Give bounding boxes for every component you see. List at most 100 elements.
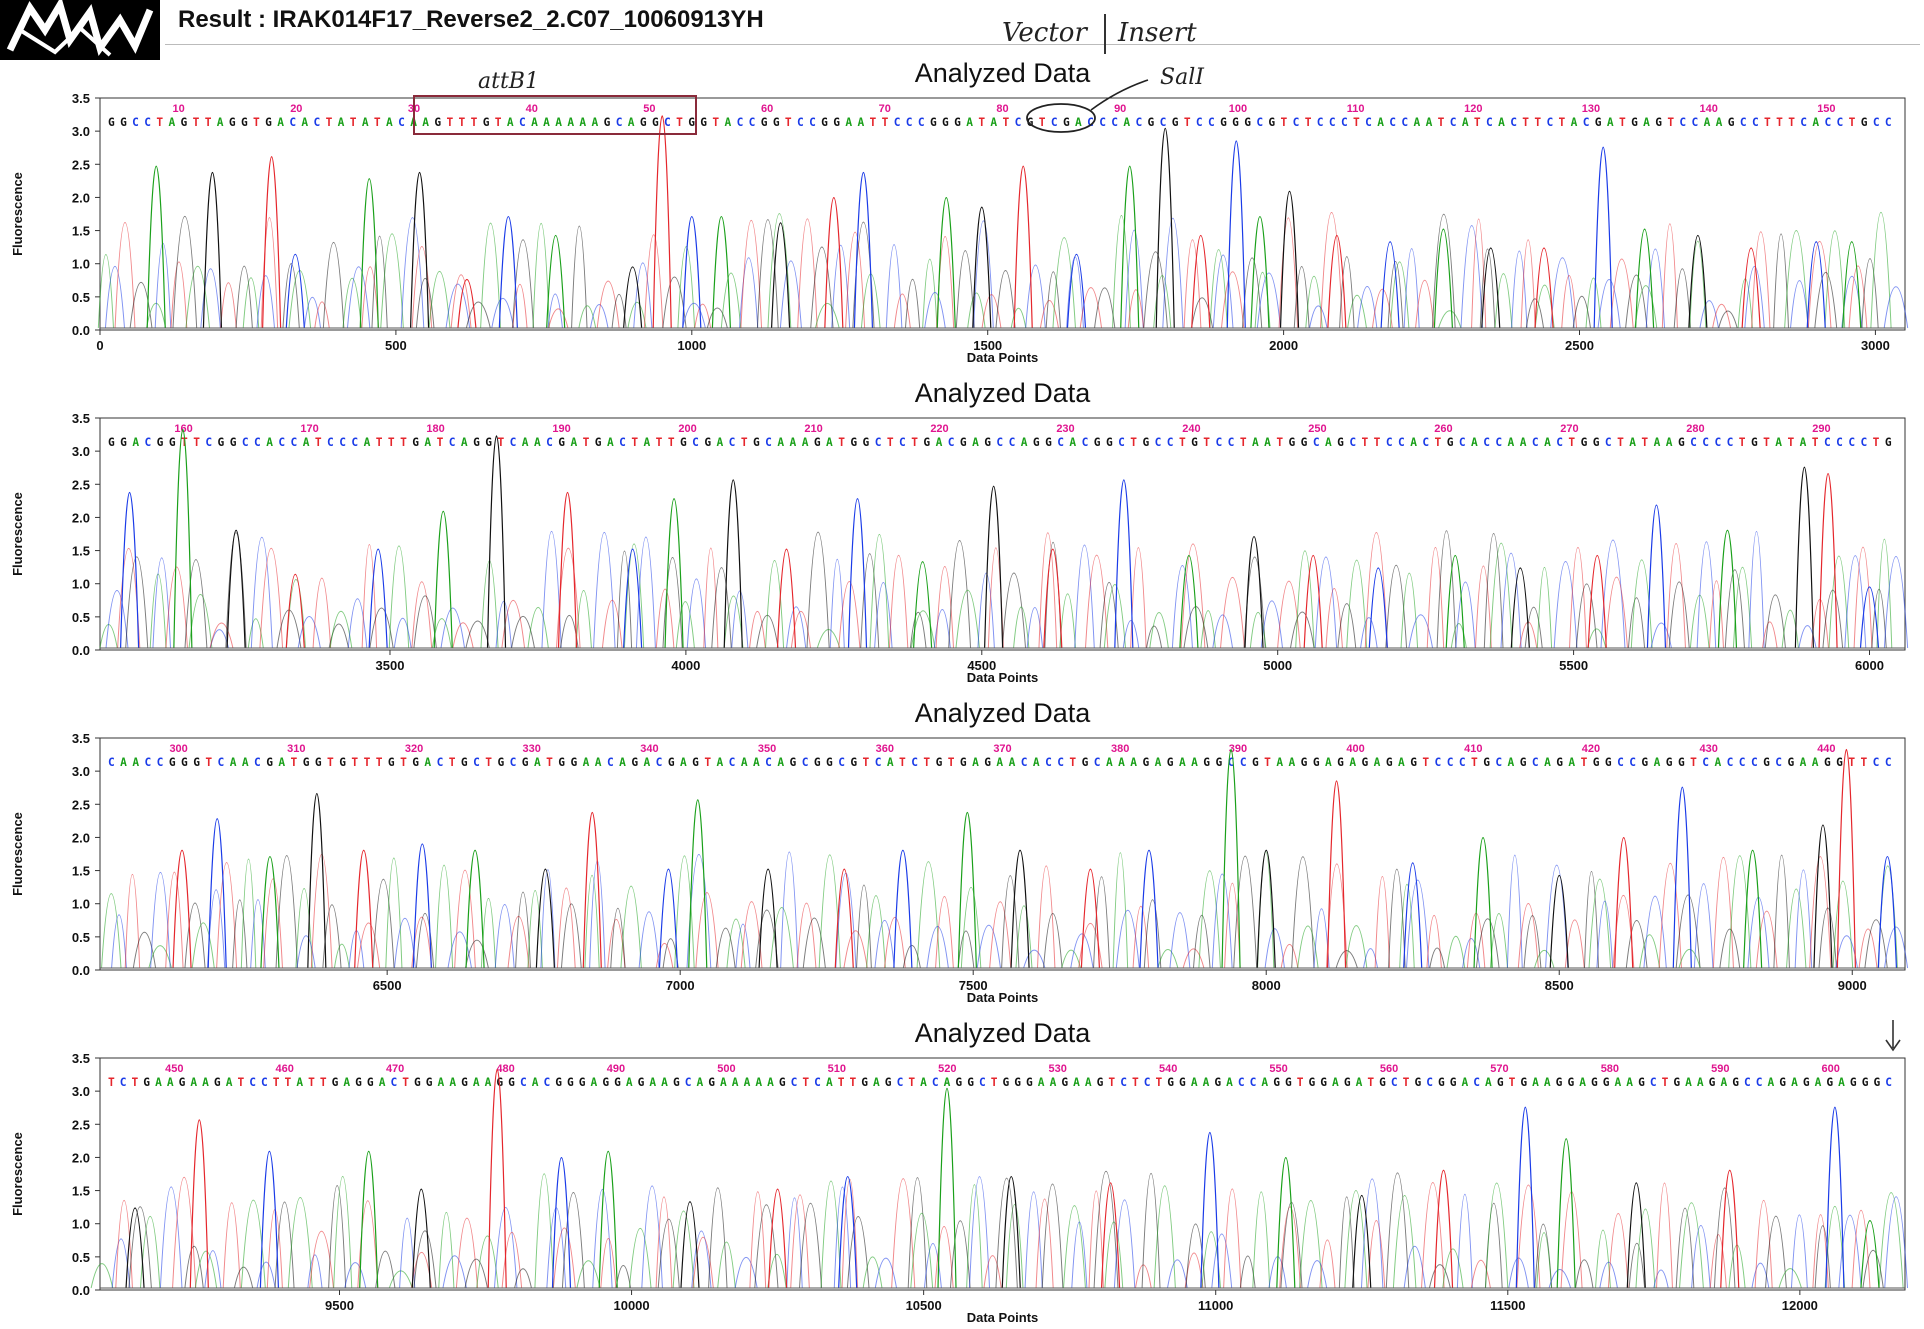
- trace-peak: [1473, 837, 1493, 969]
- base-call: G: [1014, 1076, 1021, 1089]
- base-call: C: [685, 1076, 692, 1089]
- trace-peak-minor: [571, 225, 588, 329]
- trace-peak-minor: [512, 283, 528, 329]
- base-call: T: [882, 116, 889, 129]
- trace-peak-minor: [966, 1184, 983, 1289]
- base-call: T: [1471, 756, 1478, 769]
- trace-peak: [1626, 1182, 1646, 1289]
- trace-peak-minor: [1039, 300, 1059, 329]
- base-call: C: [979, 1076, 986, 1089]
- trace-peak-minor: [983, 1255, 1002, 1289]
- base-call: C: [1727, 756, 1734, 769]
- base-call: C: [1629, 756, 1636, 769]
- base-call: T: [156, 116, 163, 129]
- base-call: A: [531, 116, 538, 129]
- trace-peak: [1859, 586, 1880, 649]
- trace-peak-minor: [1429, 947, 1446, 969]
- trace-peak: [1860, 1220, 1880, 1289]
- base-call: A: [338, 116, 345, 129]
- base-call: A: [1471, 436, 1478, 449]
- trace-peak-minor: [388, 545, 410, 649]
- trace-peak-minor: [296, 935, 316, 969]
- base-call: T: [327, 756, 334, 769]
- trace-peak-minor: [1536, 1232, 1552, 1289]
- trace-peak-minor: [1043, 913, 1063, 969]
- trace-peak-minor: [1864, 919, 1888, 969]
- base-position-number: 300: [169, 743, 187, 755]
- base-call: G: [923, 436, 930, 449]
- plot-frame: [99, 97, 1906, 331]
- trace-peak: [1256, 849, 1276, 969]
- trace-peak-minor: [1666, 543, 1686, 649]
- base-call: T: [497, 436, 504, 449]
- base-call: A: [1179, 756, 1186, 769]
- base-call: A: [1332, 1076, 1339, 1089]
- trace-peak-minor: [616, 550, 633, 649]
- base-call: C: [1510, 116, 1517, 129]
- trace-peak-minor: [907, 1177, 928, 1289]
- base-position-number: 10: [172, 103, 184, 115]
- base-call: C: [1120, 1076, 1127, 1089]
- x-axis-label: Data Points: [967, 350, 1039, 365]
- trace-peak-minor: [1712, 856, 1734, 969]
- base-call: T: [1860, 756, 1867, 769]
- base-call: G: [179, 1076, 186, 1089]
- trace-peak-minor: [104, 265, 125, 329]
- base-call: C: [932, 1076, 939, 1089]
- trace-peak-minor: [1052, 237, 1076, 329]
- base-call: G: [169, 436, 176, 449]
- trace-peak-minor: [1392, 1194, 1417, 1289]
- base-call: C: [1775, 756, 1782, 769]
- base-call: G: [1337, 756, 1344, 769]
- trace-peak-minor: [1211, 1233, 1233, 1289]
- trace-peak-minor: [1708, 580, 1724, 649]
- base-call: T: [1667, 116, 1674, 129]
- trace-peak-minor: [1724, 569, 1745, 649]
- trace-peak-minor: [1489, 913, 1509, 969]
- trace-peak-minor: [1525, 298, 1545, 329]
- y-tick-label: 3.0: [72, 444, 90, 459]
- trace-peak: [1226, 140, 1246, 329]
- trace-peak-minor: [1078, 922, 1103, 969]
- base-call: T: [376, 756, 383, 769]
- base-call: A: [1130, 756, 1137, 769]
- y-tick-label: 0.0: [72, 323, 90, 338]
- base-call: G: [434, 116, 441, 129]
- base-call: T: [1203, 436, 1210, 449]
- trace-peak-minor: [1307, 1260, 1328, 1289]
- trace-peak: [260, 855, 280, 969]
- base-call: T: [1848, 756, 1855, 769]
- trace-peak-minor: [139, 1216, 161, 1289]
- trace-peak: [1445, 554, 1465, 649]
- base-call: G: [1861, 116, 1868, 129]
- base-call: C: [1483, 436, 1490, 449]
- trace-peak: [1114, 479, 1134, 649]
- trace-peak-minor: [1762, 621, 1778, 649]
- base-call: A: [1106, 756, 1113, 769]
- base-call: G: [638, 1076, 645, 1089]
- trace-peak-minor: [1595, 1230, 1611, 1289]
- base-position-number: 20: [290, 103, 302, 115]
- trace-peak-minor: [1675, 894, 1701, 969]
- y-axis-label: Fluorescence: [10, 1132, 25, 1216]
- base-call: T: [1812, 436, 1819, 449]
- x-tick-label: 10500: [906, 1298, 942, 1313]
- base-position-number: 520: [938, 1063, 956, 1075]
- base-call: T: [802, 1076, 809, 1089]
- base-position-number: 80: [996, 103, 1008, 115]
- trace-peak: [1303, 554, 1323, 649]
- trace-peak-minor: [1884, 926, 1909, 969]
- base-call: T: [400, 436, 407, 449]
- base-call: C: [339, 436, 346, 449]
- trace-peak-minor: [1415, 279, 1435, 329]
- trace-peak-minor: [767, 213, 792, 329]
- base-call: G: [1709, 1076, 1716, 1089]
- base-call: C: [1751, 756, 1758, 769]
- trace-peak-minor: [1807, 240, 1832, 329]
- base-call: G: [1337, 436, 1344, 449]
- base-call: T: [704, 756, 711, 769]
- base-call: G: [850, 436, 857, 449]
- trace-peak-minor: [1385, 564, 1408, 649]
- trace-peak-minor: [111, 1238, 131, 1289]
- trace-peak-minor: [1209, 249, 1228, 329]
